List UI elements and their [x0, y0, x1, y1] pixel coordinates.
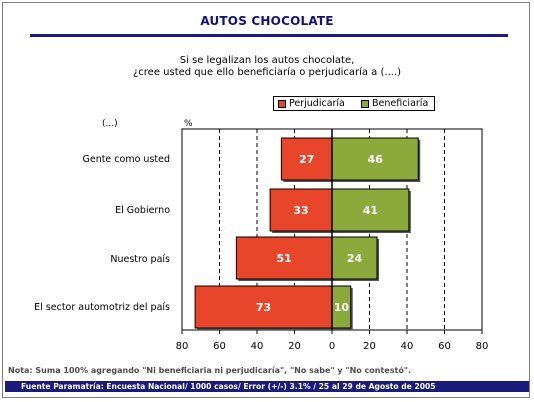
question-line-2: ¿cree usted que ello beneficiaría o perj… [132, 67, 402, 78]
data-label-beneficiaria: 41 [363, 204, 378, 217]
category-label-pais: Nuestro país [110, 254, 170, 265]
category-label-gente: Gente como usted [82, 154, 170, 165]
data-label-perjudicaria: 51 [277, 252, 292, 265]
data-label-beneficiaria: 10 [334, 301, 350, 314]
x-tick-label: 80 [176, 341, 189, 352]
x-tick-label: 20 [288, 341, 301, 352]
category-label-gobierno: El Gobierno [115, 205, 170, 216]
data-label-beneficiaria: 24 [347, 252, 363, 265]
legend-swatch-perjudicaria [278, 100, 286, 108]
x-tick-label: 40 [401, 341, 414, 352]
bar-beneficiaria [331, 188, 410, 232]
bar-perjudicaria [194, 285, 333, 329]
title-underline [30, 34, 508, 37]
x-tick-label: 0 [329, 341, 335, 352]
bar-perjudicaria [235, 236, 333, 280]
category-column-header: (...) [102, 119, 118, 129]
category-label-sector: El sector automotriz del país [34, 302, 170, 313]
x-tick-label: 20 [363, 341, 376, 352]
x-tick-label: 80 [476, 341, 489, 352]
chart-frame [2, 2, 530, 398]
percent-column-header: % [184, 119, 193, 129]
legend-label-perjudicaria: Perjudicaría [289, 98, 345, 109]
source-banner: Fuente Paramatría: Encuesta Nacional/ 10… [5, 381, 529, 392]
bar-perjudicaria [269, 188, 333, 232]
legend: Perjudicaría Beneficiaría [273, 96, 435, 111]
x-tick-label: 60 [438, 341, 451, 352]
data-label-perjudicaria: 27 [299, 153, 314, 166]
footnote: Nota: Suma 100% agregando "Ni beneficiar… [8, 366, 412, 375]
data-label-perjudicaria: 73 [256, 301, 271, 314]
x-tick-label: 60 [213, 341, 226, 352]
legend-swatch-beneficiaria [361, 100, 369, 108]
bar-beneficiaria [331, 137, 419, 181]
x-tick-label: 40 [251, 341, 264, 352]
question-line-1: Si se legalizan los autos chocolate, [179, 55, 355, 66]
data-label-beneficiaria: 46 [367, 153, 383, 166]
data-label-perjudicaria: 33 [293, 204, 308, 217]
bar-beneficiaria [331, 236, 378, 280]
legend-label-beneficiaria: Beneficiaría [372, 98, 429, 109]
chart-title: AUTOS CHOCOLATE [200, 14, 334, 28]
